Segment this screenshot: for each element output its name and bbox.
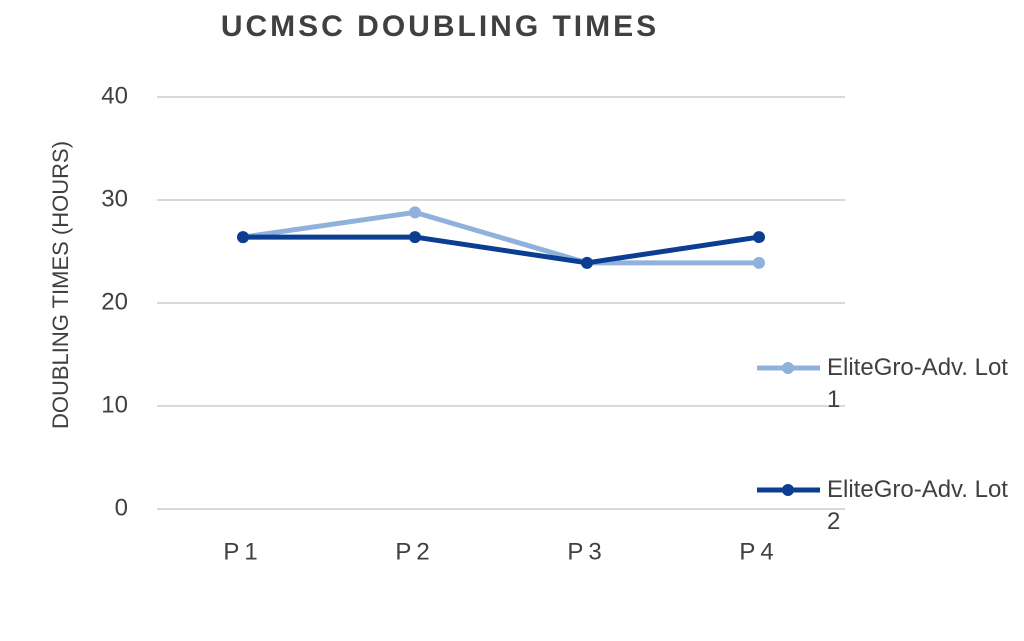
- y-axis-label: DOUBLING TIMES (HOURS): [48, 141, 73, 429]
- y-tick-label: 40: [101, 82, 128, 109]
- y-tick-label: 30: [101, 185, 128, 212]
- legend-marker: [782, 362, 794, 374]
- point: [753, 231, 765, 244]
- y-tick-label: 20: [101, 288, 128, 315]
- point: [237, 231, 249, 244]
- legend-label: EliteGro-Adv. Lot 1: [827, 354, 1008, 413]
- x-tick-label: P4: [739, 538, 778, 565]
- series-line: [243, 234, 760, 266]
- legend-label: EliteGro-Adv. Lot 2: [827, 476, 1008, 535]
- point: [581, 256, 593, 269]
- legend-marker: [782, 484, 794, 496]
- x-tick-label: P1: [223, 538, 262, 565]
- y-tick-label: 10: [101, 391, 128, 418]
- y-tick-label: 0: [115, 494, 128, 521]
- point: [753, 256, 765, 269]
- point: [409, 231, 421, 244]
- x-tick-label: P3: [567, 538, 606, 565]
- chart-title: UCMSC DOUBLING TIMES: [221, 10, 659, 43]
- series-line: [242, 209, 759, 266]
- x-tick-label: P2: [395, 538, 434, 565]
- point: [409, 206, 421, 219]
